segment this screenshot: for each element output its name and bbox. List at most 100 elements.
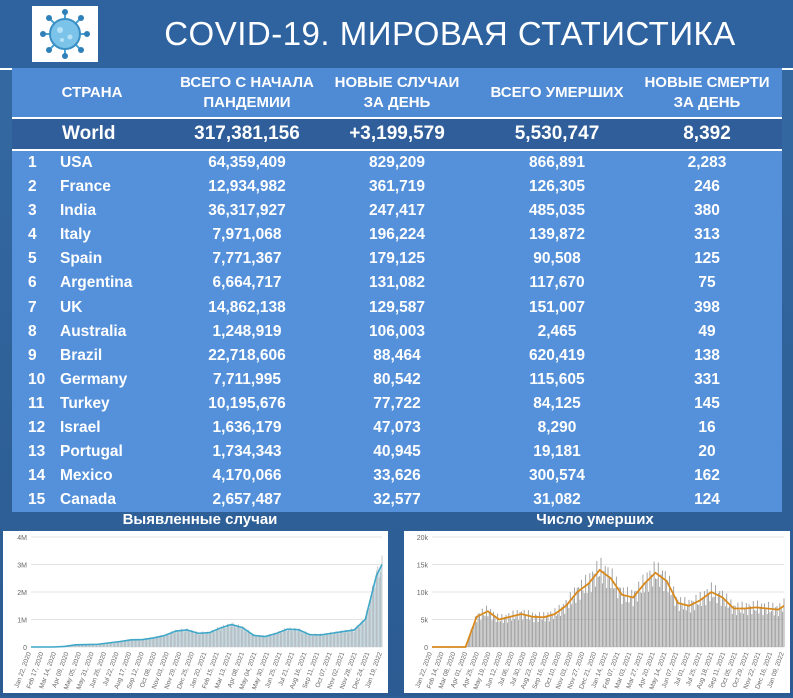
cell-country: Italy bbox=[60, 226, 92, 244]
col-new-cases: НОВЫЕ СЛУЧАИ ЗА ДЕНЬ bbox=[327, 68, 467, 117]
world-new-cases: +3,199,579 bbox=[349, 123, 445, 144]
cell-new-cases: 40,945 bbox=[373, 443, 421, 461]
cell-country: Mexico bbox=[60, 467, 113, 485]
stats-table: СТРАНА ВСЕГО С НАЧАЛА ПАНДЕМИИ НОВЫЕ СЛУ… bbox=[12, 68, 782, 513]
y-tick-label: 0 bbox=[424, 645, 428, 652]
cell-new-cases: 80,542 bbox=[373, 370, 421, 388]
cell-new-deaths: 380 bbox=[694, 202, 720, 220]
table-row: 3 India 36,317,927 247,417 485,035 380 bbox=[12, 199, 782, 223]
cell-new-cases: 33,626 bbox=[373, 467, 421, 485]
cell-country: Brazil bbox=[60, 346, 103, 364]
cell-total: 6,664,717 bbox=[212, 274, 282, 292]
cell-rank: 10 bbox=[28, 370, 46, 388]
col-new-deaths-line2: ЗА ДЕНЬ bbox=[673, 93, 741, 111]
cell-country: Argentina bbox=[60, 274, 133, 292]
cell-deaths: 90,508 bbox=[533, 250, 581, 268]
table-row: 1 USA 64,359,409 829,209 866,891 2,283 bbox=[12, 151, 782, 175]
cell-rank: 4 bbox=[28, 226, 37, 244]
cell-country: Portugal bbox=[60, 443, 123, 461]
y-tick-label: 2M bbox=[17, 590, 27, 597]
cell-country: France bbox=[60, 178, 111, 196]
col-new-deaths: НОВЫЕ СМЕРТИ ЗА ДЕНЬ bbox=[637, 68, 777, 117]
cell-total: 36,317,927 bbox=[208, 202, 286, 220]
cell-country: UK bbox=[60, 298, 83, 316]
cell-deaths: 485,035 bbox=[528, 202, 586, 220]
y-tick-label: 1M bbox=[17, 618, 27, 625]
cell-new-deaths: 138 bbox=[694, 346, 720, 364]
cell-new-deaths: 331 bbox=[694, 370, 720, 388]
table-row: 6 Argentina 6,664,717 131,082 117,670 75 bbox=[12, 271, 782, 295]
cell-total: 64,359,409 bbox=[208, 154, 286, 171]
cell-deaths: 151,007 bbox=[528, 298, 586, 316]
cell-rank: 9 bbox=[28, 346, 37, 364]
cell-country: Turkey bbox=[60, 394, 110, 412]
col-total-line2: ПАНДЕМИИ bbox=[203, 93, 291, 111]
cell-deaths: 31,082 bbox=[533, 491, 581, 509]
y-tick-label: 5k bbox=[421, 618, 429, 625]
cell-new-cases: 247,417 bbox=[368, 202, 426, 220]
cell-new-deaths: 246 bbox=[694, 178, 720, 196]
cell-total: 22,718,606 bbox=[208, 346, 286, 364]
cell-new-deaths: 49 bbox=[698, 322, 716, 340]
cell-total: 7,971,068 bbox=[212, 226, 282, 244]
cell-rank: 13 bbox=[28, 443, 46, 461]
y-tick-label: 10k bbox=[417, 590, 429, 597]
cell-total: 2,657,487 bbox=[212, 491, 282, 509]
cell-deaths: 300,574 bbox=[528, 467, 586, 485]
table-row: 8 Australia 1,248,919 106,003 2,465 49 bbox=[12, 320, 782, 344]
cell-deaths: 2,465 bbox=[537, 322, 577, 340]
cell-country: India bbox=[60, 202, 97, 220]
cell-rank: 8 bbox=[28, 322, 37, 340]
cell-total: 10,195,676 bbox=[208, 394, 286, 412]
cell-rank: 14 bbox=[28, 467, 46, 485]
table-row: 14 Mexico 4,170,066 33,626 300,574 162 bbox=[12, 464, 782, 488]
y-tick-label: 4M bbox=[17, 535, 27, 542]
col-total-line1: ВСЕГО С НАЧАЛА bbox=[180, 73, 314, 91]
table-row: 12 Israel 1,636,179 47,073 8,290 16 bbox=[12, 416, 782, 440]
col-total: ВСЕГО С НАЧАЛА ПАНДЕМИИ bbox=[172, 68, 322, 117]
cell-new-deaths: 398 bbox=[694, 298, 720, 316]
cell-new-deaths: 75 bbox=[698, 274, 716, 292]
country-rows: 1 USA 64,359,409 829,209 866,891 2,283 2 France… bbox=[12, 151, 782, 513]
cell-total: 7,711,995 bbox=[212, 370, 282, 388]
table-row: 2 France 12,934,982 361,719 126,305 246 bbox=[12, 175, 782, 199]
cell-new-deaths: 125 bbox=[694, 250, 720, 268]
table-row: 5 Spain 7,771,367 179,125 90,508 125 bbox=[12, 247, 782, 271]
table-row: 13 Portugal 1,734,343 40,945 19,181 20 bbox=[12, 440, 782, 464]
cell-new-deaths: 145 bbox=[694, 394, 720, 412]
cell-deaths: 19,181 bbox=[533, 443, 581, 461]
cell-total: 7,771,367 bbox=[212, 250, 282, 268]
page-title: COVID-19. МИРОВАЯ СТАТИСТИКА bbox=[164, 15, 736, 52]
cell-new-cases: 88,464 bbox=[373, 346, 421, 364]
chart-deaths: 20k 15k 10k 5k 0 Jan 22, 2020 Feb 14, 2020 Mar … bbox=[404, 531, 790, 693]
y-tick-label: 20k bbox=[417, 535, 429, 542]
cell-total: 12,934,982 bbox=[208, 178, 286, 196]
cell-deaths: 84,125 bbox=[533, 394, 581, 412]
table-row: 9 Brazil 22,718,606 88,464 620,419 138 bbox=[12, 344, 782, 368]
cell-new-cases: 829,209 bbox=[368, 154, 426, 171]
cell-new-deaths: 20 bbox=[698, 443, 716, 461]
cases-line bbox=[31, 564, 383, 648]
cell-country: Germany bbox=[60, 370, 128, 388]
cell-country: Australia bbox=[60, 322, 127, 340]
col-new-cases-line1: НОВЫЕ СЛУЧАИ bbox=[334, 73, 460, 91]
cell-rank: 6 bbox=[28, 274, 37, 292]
cell-total: 1,248,919 bbox=[212, 322, 282, 340]
cell-total: 14,862,138 bbox=[208, 298, 286, 316]
table-row: 7 UK 14,862,138 129,587 151,007 398 bbox=[12, 296, 782, 320]
cell-new-deaths: 313 bbox=[694, 226, 720, 244]
cell-total: 4,170,066 bbox=[212, 467, 282, 485]
table-row: 4 Italy 7,971,068 196,224 139,872 313 bbox=[12, 223, 782, 247]
cell-deaths: 620,419 bbox=[528, 346, 586, 364]
col-deaths: ВСЕГО УМЕРШИХ bbox=[490, 83, 624, 101]
cell-deaths: 8,290 bbox=[537, 419, 577, 437]
col-country: СТРАНА bbox=[61, 83, 123, 101]
y-tick-label: 0 bbox=[23, 645, 27, 652]
cell-new-cases: 77,722 bbox=[373, 394, 421, 412]
cell-new-deaths: 2,283 bbox=[687, 154, 727, 171]
cell-new-deaths: 16 bbox=[698, 419, 716, 437]
deaths-avg-line bbox=[432, 568, 785, 648]
col-new-deaths-line1: НОВЫЕ СМЕРТИ bbox=[644, 73, 770, 91]
